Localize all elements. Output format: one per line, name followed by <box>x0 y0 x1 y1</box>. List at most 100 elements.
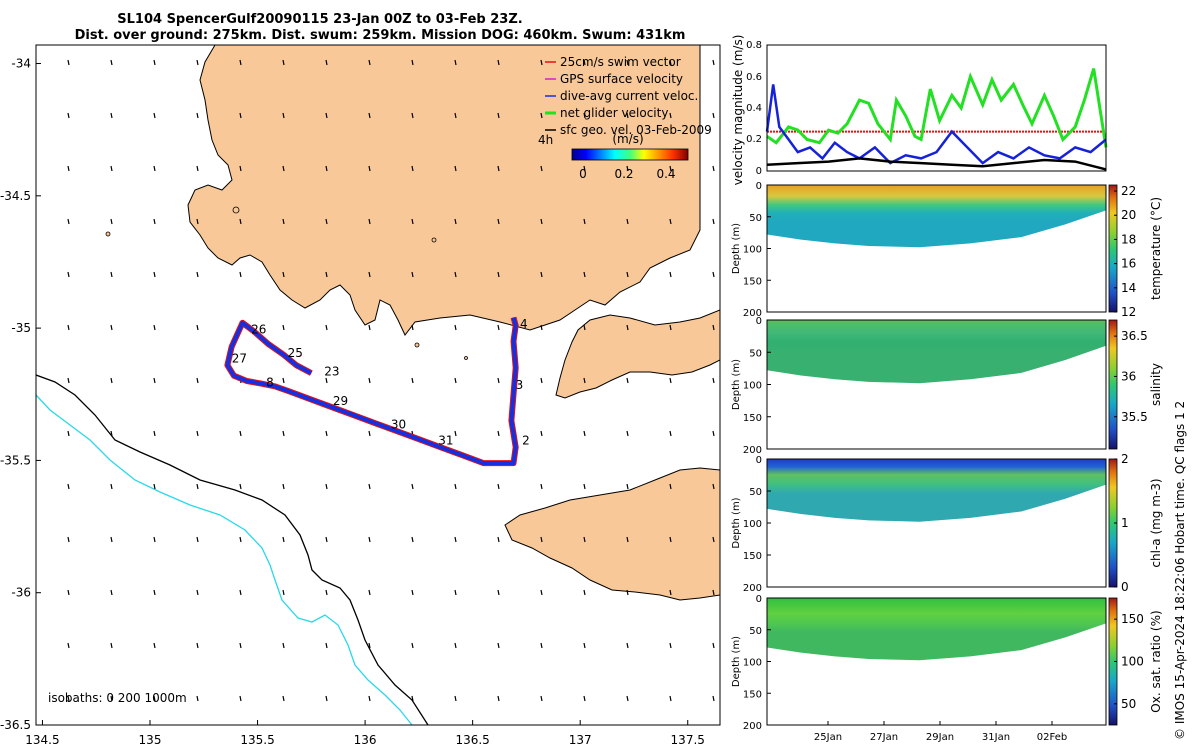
vector-arrow <box>110 483 113 490</box>
vector-arrow <box>669 112 672 119</box>
legend-sfc-geo: sfc geo. vel. 03-Feb-2009 <box>545 123 712 137</box>
legend-label: net glider velocity <box>560 106 668 120</box>
colorbar-tick-label: 50 <box>1121 697 1136 711</box>
colorbar-tick-label: 2 <box>1121 452 1129 466</box>
vector-arrow <box>368 430 371 437</box>
vector-arrow <box>411 165 414 172</box>
vector-arrow <box>540 112 543 119</box>
day-label: 31 <box>438 434 453 448</box>
vector-arrow <box>153 218 156 225</box>
vector-arrow <box>67 165 70 172</box>
vector-arrow <box>497 112 500 119</box>
x-tick-label: 136.5 <box>455 733 489 747</box>
x-tick-label: 137 <box>569 733 592 747</box>
vector-arrow <box>583 112 586 119</box>
vector-arrow <box>110 218 113 225</box>
vector-arrow <box>368 324 371 331</box>
colorbar-tick-label: 1 <box>1121 516 1129 530</box>
vector-arrow <box>239 430 242 437</box>
day-label: 23 <box>324 365 339 379</box>
y-tick-label: 50 <box>749 626 762 637</box>
vector-arrow <box>325 271 328 278</box>
vector-arrow <box>196 271 199 278</box>
vector-arrow <box>282 430 285 437</box>
vector-arrow <box>540 324 543 331</box>
vector-arrow <box>583 430 586 437</box>
vector-arrow <box>626 483 629 490</box>
credit-text: © IMOS 15-Apr-2024 18:22:06 Hobart time.… <box>1173 401 1187 740</box>
vector-arrow <box>497 59 500 66</box>
y-tick-label: -34.5 <box>0 189 31 203</box>
vector-arrow <box>583 536 586 543</box>
y-tick-label: 100 <box>743 381 762 392</box>
y-tick-label: 200 <box>743 445 762 456</box>
vector-arrow <box>669 165 672 172</box>
dive-avg-series <box>765 84 1107 165</box>
vector-arrow <box>110 324 113 331</box>
vector-arrow <box>626 642 629 649</box>
y-tick-label: 150 <box>743 413 762 424</box>
vector-arrow <box>669 377 672 384</box>
vector-arrow <box>583 377 586 384</box>
chla-section-fill <box>767 459 1106 522</box>
oxygen-colorbar-label: Ox. sat. ratio (%) <box>1149 610 1163 712</box>
vector-arrow <box>153 483 156 490</box>
vector-arrow <box>368 377 371 384</box>
y-tick-label: 0 <box>756 594 762 605</box>
x-tick-label: 27Jan <box>870 732 898 743</box>
day-labels: 26 27 25 23 8 29 30 31 4 3 2 <box>232 317 530 447</box>
vector-arrow <box>454 377 457 384</box>
vector-arrow <box>540 218 543 225</box>
vector-arrow <box>626 695 629 702</box>
y-tick-label: 100 <box>743 245 762 256</box>
colorbar-tick: 0.2 <box>614 167 633 181</box>
vector-arrow <box>282 589 285 596</box>
vector-arrow <box>454 218 457 225</box>
x-tick-label: 31Jan <box>982 732 1010 743</box>
vector-arrow <box>454 589 457 596</box>
velocity-frame <box>766 44 1107 172</box>
geo-velocity-series <box>766 157 1107 171</box>
vector-arrow <box>669 59 672 66</box>
island <box>414 342 420 348</box>
vector-arrow <box>153 324 156 331</box>
vector-arrow <box>196 589 199 596</box>
y-tick-label: 0 <box>756 455 762 466</box>
vector-arrow <box>368 695 371 702</box>
island <box>464 356 468 360</box>
x-tick-label: 136 <box>354 733 377 747</box>
vector-arrow <box>239 59 242 66</box>
vector-arrow <box>583 218 586 225</box>
vector-arrow <box>411 324 414 331</box>
velocity-panel: 0 0.2 0.4 0.6 0.8 velocity magnitude (m/… <box>731 35 1108 185</box>
vector-arrow <box>411 695 414 702</box>
vector-grid <box>67 59 715 702</box>
vector-arrow <box>282 218 285 225</box>
salinity-panel: 0 50 100 150 200 Depth (m) 35.5 36 36.5 salinity <box>731 316 1163 456</box>
title-line-1: SL104 SpencerGulf20090115 23-Jan 00Z to … <box>117 12 522 27</box>
vector-arrow <box>325 589 328 596</box>
vector-arrow <box>540 430 543 437</box>
colorbar-tick: 0.4 <box>656 167 675 181</box>
vector-arrow <box>153 377 156 384</box>
vector-arrow <box>282 112 285 119</box>
day-label: 8 <box>266 375 274 389</box>
temperature-ylabel: Depth (m) <box>731 223 742 274</box>
colorbar-tick-label: 12 <box>1121 305 1136 319</box>
x-tick-label: 135.5 <box>240 733 274 747</box>
vector-arrow <box>411 218 414 225</box>
vector-arrow <box>239 218 242 225</box>
vector-arrow <box>67 483 70 490</box>
day-label: 27 <box>232 352 247 366</box>
title-line-2: Dist. over ground: 275km. Dist. swum: 25… <box>75 28 686 43</box>
vector-arrow <box>153 271 156 278</box>
legend-label: dive-avg current veloc. <box>560 89 698 103</box>
vector-arrow <box>239 589 242 596</box>
colorbar-tick-label: 36 <box>1121 369 1136 383</box>
vector-arrow <box>712 642 715 649</box>
salinity-section-fill <box>767 320 1106 384</box>
vector-arrow <box>454 324 457 331</box>
vector-arrow <box>669 430 672 437</box>
colorbar-tick-label: 18 <box>1121 232 1136 246</box>
land-yorke-peninsula <box>555 309 720 399</box>
